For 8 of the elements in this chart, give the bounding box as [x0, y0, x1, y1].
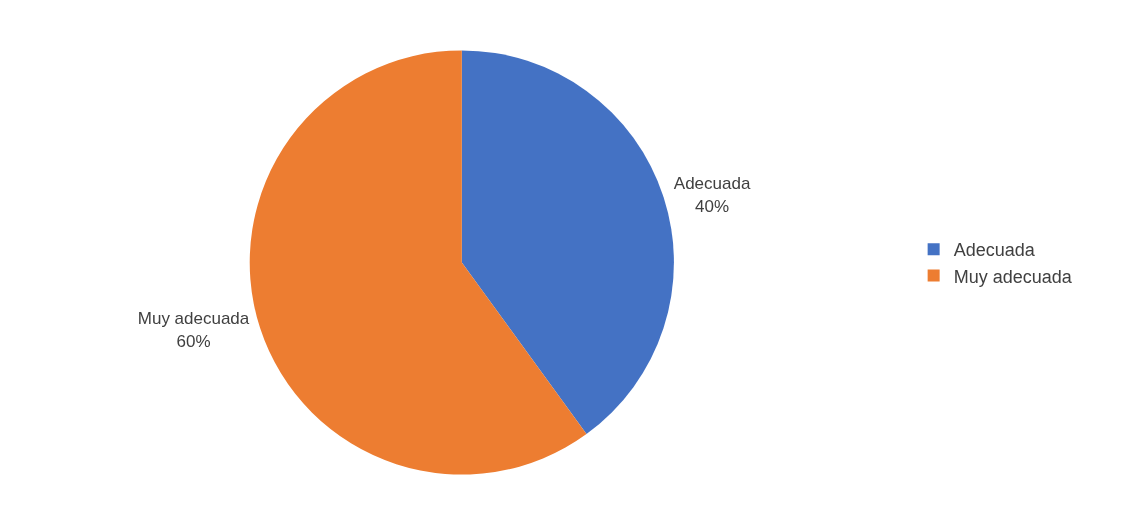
pie-slice [249, 50, 587, 475]
slice-label: Adecuada [673, 174, 751, 194]
data-label: 40% [695, 196, 730, 216]
legend-label: Muy adecuada [953, 266, 1073, 287]
slice-label: Muy adecuada [137, 309, 250, 329]
data-label: 60% [176, 331, 211, 351]
legend-label: Adecuada [953, 240, 1036, 261]
pie-slice [461, 50, 674, 435]
